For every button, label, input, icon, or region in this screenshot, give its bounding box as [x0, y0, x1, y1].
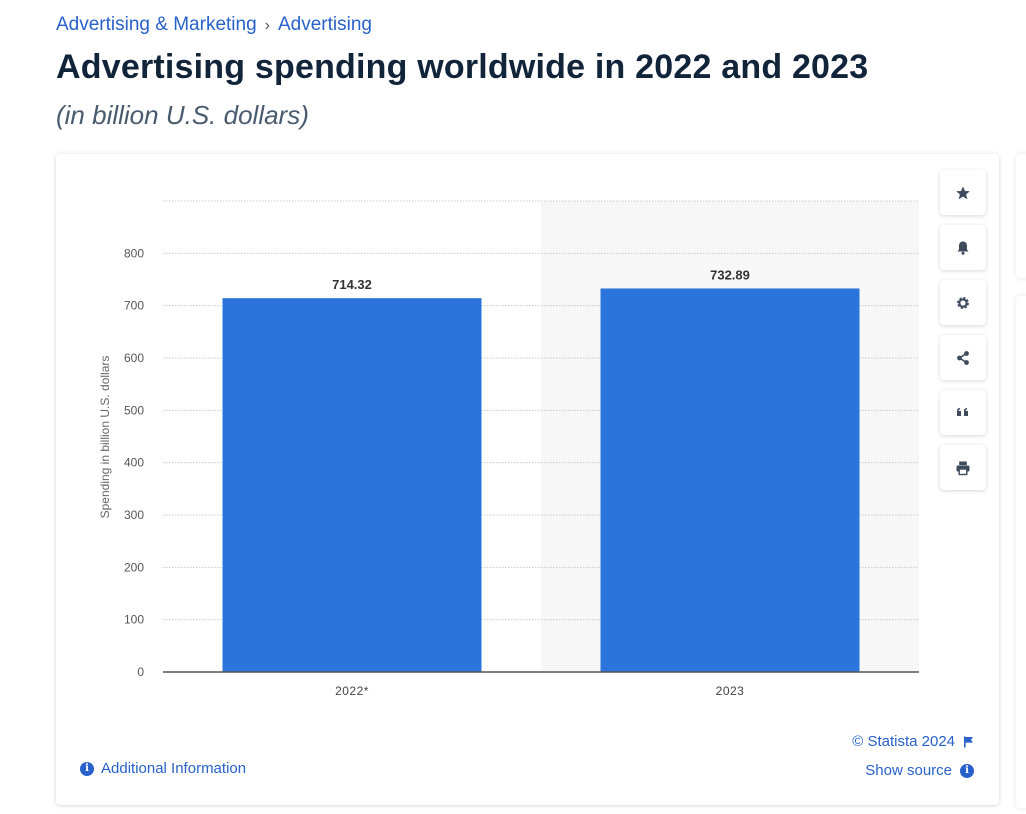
- additional-information-link[interactable]: i Additional Information: [80, 760, 246, 777]
- show-source-link[interactable]: Show source i: [865, 762, 974, 779]
- print-button[interactable]: [940, 445, 986, 490]
- favorite-button[interactable]: [940, 170, 986, 215]
- x-tick-label: 2023: [716, 684, 745, 698]
- bar: [222, 298, 482, 672]
- y-tick-label: 300: [124, 508, 144, 522]
- share-button[interactable]: [940, 335, 986, 380]
- breadcrumb-separator: ›: [264, 17, 270, 34]
- flag-icon: [964, 736, 973, 747]
- y-tick-label: 600: [124, 351, 144, 365]
- gear-icon: [957, 296, 969, 309]
- info-icon: i: [960, 763, 974, 778]
- breadcrumb-link-advertising-marketing[interactable]: Advertising & Marketing: [56, 14, 257, 35]
- y-axis-title: Spending in billion U.S. dollars: [98, 356, 112, 519]
- y-tick-label: 800: [124, 246, 144, 260]
- y-tick-label: 500: [124, 403, 144, 417]
- quote-icon: [957, 407, 968, 416]
- statista-copyright[interactable]: © Statista 2024: [852, 733, 974, 750]
- bar: [600, 288, 860, 672]
- y-tick-label: 200: [124, 560, 144, 574]
- settings-button[interactable]: [940, 280, 986, 325]
- y-tick-label: 100: [124, 613, 144, 627]
- y-tick-label: 700: [124, 299, 144, 313]
- printer-icon: [956, 461, 970, 475]
- page-subtitle: (in billion U.S. dollars): [56, 100, 309, 130]
- data-label: 714.32: [332, 277, 372, 292]
- side-panel-edge-lower: [1016, 296, 1026, 808]
- y-tick-label: 0: [137, 665, 144, 679]
- page-title: Advertising spending worldwide in 2022 a…: [56, 48, 869, 86]
- side-panel-edge: [1016, 154, 1026, 278]
- star-icon: [956, 186, 970, 199]
- x-tick-label: 2022*: [335, 684, 369, 698]
- show-source-label: Show source: [865, 762, 952, 779]
- additional-information-label: Additional Information: [101, 760, 247, 777]
- share-icon: [957, 350, 969, 365]
- info-icon: i: [80, 761, 94, 776]
- notification-button[interactable]: [940, 225, 986, 270]
- cite-button[interactable]: [940, 390, 986, 435]
- breadcrumb-link-advertising[interactable]: Advertising: [277, 14, 372, 35]
- bell-icon: [957, 241, 969, 255]
- copyright-label: © Statista 2024: [852, 733, 955, 750]
- data-label: 732.89: [710, 267, 750, 282]
- y-tick-label: 400: [124, 456, 144, 470]
- breadcrumb: Advertising & Marketing › Advertising: [56, 14, 372, 36]
